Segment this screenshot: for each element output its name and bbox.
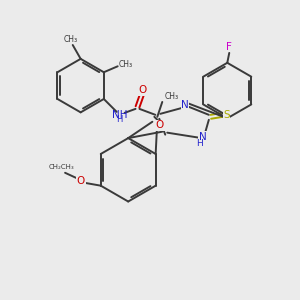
- Text: NH: NH: [112, 110, 128, 120]
- Text: O: O: [138, 85, 147, 95]
- Text: S: S: [224, 110, 230, 120]
- Text: H: H: [116, 115, 123, 124]
- Text: H: H: [196, 139, 203, 148]
- Text: O: O: [77, 176, 85, 186]
- Text: O: O: [156, 120, 164, 130]
- Text: CH₃: CH₃: [118, 60, 133, 69]
- Text: CH₂CH₃: CH₂CH₃: [48, 164, 74, 170]
- Text: CH₃: CH₃: [64, 34, 78, 43]
- Text: N: N: [181, 100, 189, 110]
- Text: N: N: [199, 132, 207, 142]
- Text: CH₃: CH₃: [164, 92, 178, 101]
- Text: F: F: [226, 42, 232, 52]
